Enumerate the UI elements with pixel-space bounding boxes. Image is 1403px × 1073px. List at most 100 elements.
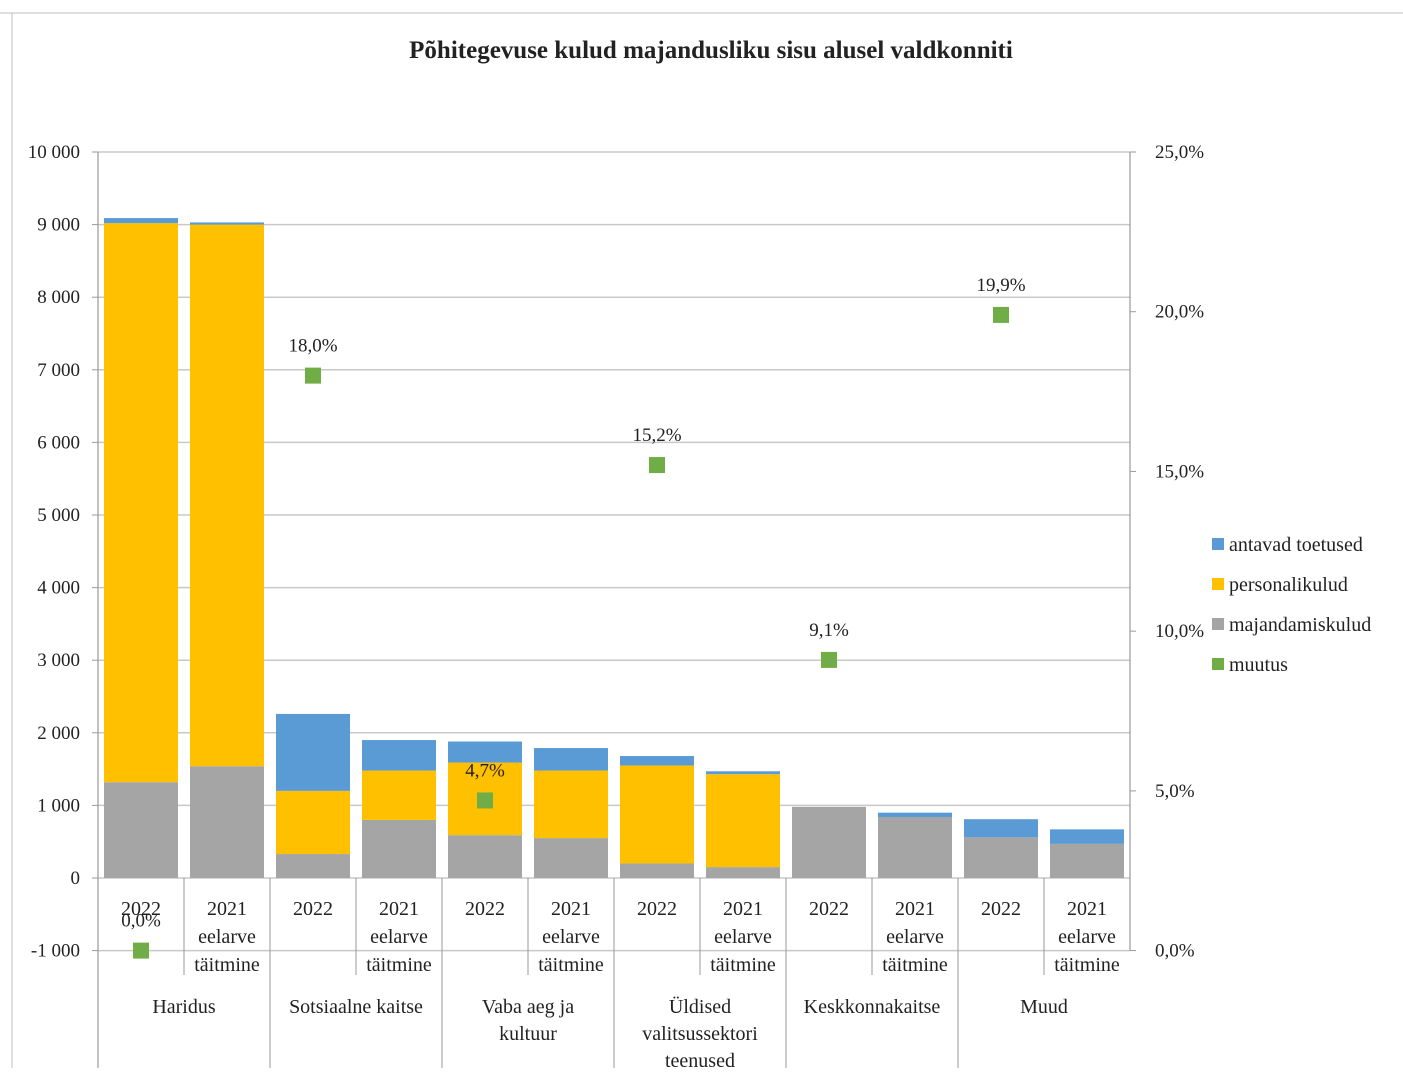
- category-label: täitmine: [194, 954, 260, 976]
- category-label: täitmine: [1054, 954, 1120, 976]
- right-axis-tick-label: 15,0%: [1155, 461, 1204, 482]
- left-axis-tick-label: 0: [71, 868, 81, 889]
- category-label: 2022: [637, 898, 677, 920]
- legend-label: muutus: [1229, 654, 1288, 676]
- chart-title: Põhitegevuse kulud majandusliku sisu alu…: [409, 37, 1013, 64]
- bar-majandamiskulud: [190, 766, 264, 878]
- legend: antavad toetused personalikulud majandamis…: [1212, 534, 1371, 676]
- left-axis-tick-label: 8 000: [37, 287, 80, 308]
- group-label: Vaba aeg ja: [482, 996, 574, 1018]
- bar-personalikulud: [620, 765, 694, 864]
- bar-antavad-toetused: [276, 713, 350, 791]
- group-label: Haridus: [152, 996, 216, 1018]
- change-data-label: 15,2%: [632, 425, 681, 446]
- category-label: eelarve: [198, 926, 256, 948]
- bar-antavad-toetused: [104, 218, 178, 224]
- legend-label: antavad toetused: [1229, 534, 1363, 556]
- left-axis-tick-label: 2 000: [37, 723, 80, 744]
- bar-antavad-toetused: [1050, 829, 1124, 844]
- bar-antavad-toetused: [964, 819, 1038, 838]
- category-label: 2021: [723, 898, 763, 920]
- bar-antavad-toetused: [706, 771, 780, 775]
- group-label: Muud: [1020, 996, 1068, 1018]
- bar-majandamiskulud: [276, 854, 350, 878]
- category-label: 2021: [379, 898, 419, 920]
- group-label: Üldised: [669, 995, 731, 1018]
- legend-swatch: [1212, 578, 1224, 590]
- change-data-label: 4,7%: [465, 760, 505, 781]
- change-data-label: 0,0%: [121, 911, 161, 932]
- legend-swatch: [1212, 618, 1224, 630]
- bar-antavad-toetused: [620, 756, 694, 766]
- bar-majandamiskulud: [878, 817, 952, 878]
- bar-personalikulud: [706, 774, 780, 868]
- category-label: eelarve: [886, 926, 944, 948]
- bar-majandamiskulud: [620, 863, 694, 878]
- legend-label: personalikulud: [1229, 574, 1348, 596]
- bar-antavad-toetused: [534, 748, 608, 771]
- bar-personalikulud: [190, 224, 264, 767]
- bar-majandamiskulud: [104, 782, 178, 878]
- change-marker: [133, 942, 149, 959]
- category-label: 2022: [809, 898, 849, 920]
- change-marker: [993, 306, 1009, 323]
- left-axis-tick-label: 3 000: [37, 650, 80, 671]
- bar-majandamiskulud: [362, 819, 436, 878]
- right-axis-tick-label: 20,0%: [1155, 302, 1204, 323]
- change-data-label: 19,9%: [976, 275, 1025, 296]
- group-label: valitsussektori: [642, 1023, 758, 1045]
- category-label: eelarve: [714, 926, 772, 948]
- bar-personalikulud: [276, 790, 350, 855]
- right-axis-tick-label: 0,0%: [1155, 941, 1195, 962]
- category-label: 2022: [293, 898, 333, 920]
- category-label: täitmine: [882, 954, 948, 976]
- legend-label: majandamiskulud: [1229, 614, 1371, 636]
- bar-personalikulud: [534, 770, 608, 839]
- left-axis-tick-label: 1 000: [37, 795, 80, 816]
- bar-personalikulud: [104, 223, 178, 783]
- bar-majandamiskulud: [792, 806, 866, 878]
- group-label: kultuur: [499, 1023, 557, 1045]
- bar-antavad-toetused: [190, 222, 264, 225]
- category-label: 2021: [1067, 898, 1107, 920]
- category-label: eelarve: [1058, 926, 1116, 948]
- change-data-label: 9,1%: [809, 620, 849, 641]
- category-label: täitmine: [538, 954, 604, 976]
- category-label: täitmine: [366, 954, 432, 976]
- right-axis-tick-label: 25,0%: [1155, 142, 1204, 163]
- group-label: teenused: [665, 1050, 735, 1068]
- change-data-label: 18,0%: [288, 336, 337, 357]
- bar-majandamiskulud: [1050, 843, 1124, 878]
- bar-majandamiskulud: [534, 838, 608, 878]
- category-label: 2022: [465, 898, 505, 920]
- bar-antavad-toetused: [362, 740, 436, 771]
- category-label: 2021: [551, 898, 591, 920]
- left-axis-tick-label: 4 000: [37, 578, 80, 599]
- left-axis-tick-label: 10 000: [28, 142, 80, 163]
- axes: -1 000 0 1 000 2 000 3 000 4 000 5 000 6 000 7 0…: [28, 142, 1205, 1072]
- change-marker: [821, 651, 837, 668]
- right-axis-tick-label: 5,0%: [1155, 781, 1195, 802]
- category-label: 2021: [207, 898, 247, 920]
- bar-majandamiskulud: [706, 867, 780, 878]
- change-marker: [649, 457, 665, 474]
- category-label: 2022: [981, 898, 1021, 920]
- left-axis-tick-label: -1 000: [31, 941, 80, 962]
- left-axis-tick-label: 7 000: [37, 360, 80, 381]
- change-marker: [477, 792, 493, 809]
- right-axis-tick-label: 10,0%: [1155, 621, 1204, 642]
- bars: [104, 218, 1124, 878]
- left-axis-tick-label: 5 000: [37, 505, 80, 526]
- category-label: eelarve: [542, 926, 600, 948]
- category-label: 2021: [895, 898, 935, 920]
- legend-swatch: [1212, 538, 1224, 550]
- bar-personalikulud: [362, 770, 436, 820]
- left-axis-tick-label: 6 000: [37, 432, 80, 453]
- category-label: eelarve: [370, 926, 428, 948]
- left-axis-tick-label: 9 000: [37, 215, 80, 236]
- category-label: täitmine: [710, 954, 776, 976]
- category-label: 2022: [121, 898, 161, 920]
- change-points: 0,0% 18,0% 4,7% 15,2% 9,1% 19,9%: [121, 275, 1026, 959]
